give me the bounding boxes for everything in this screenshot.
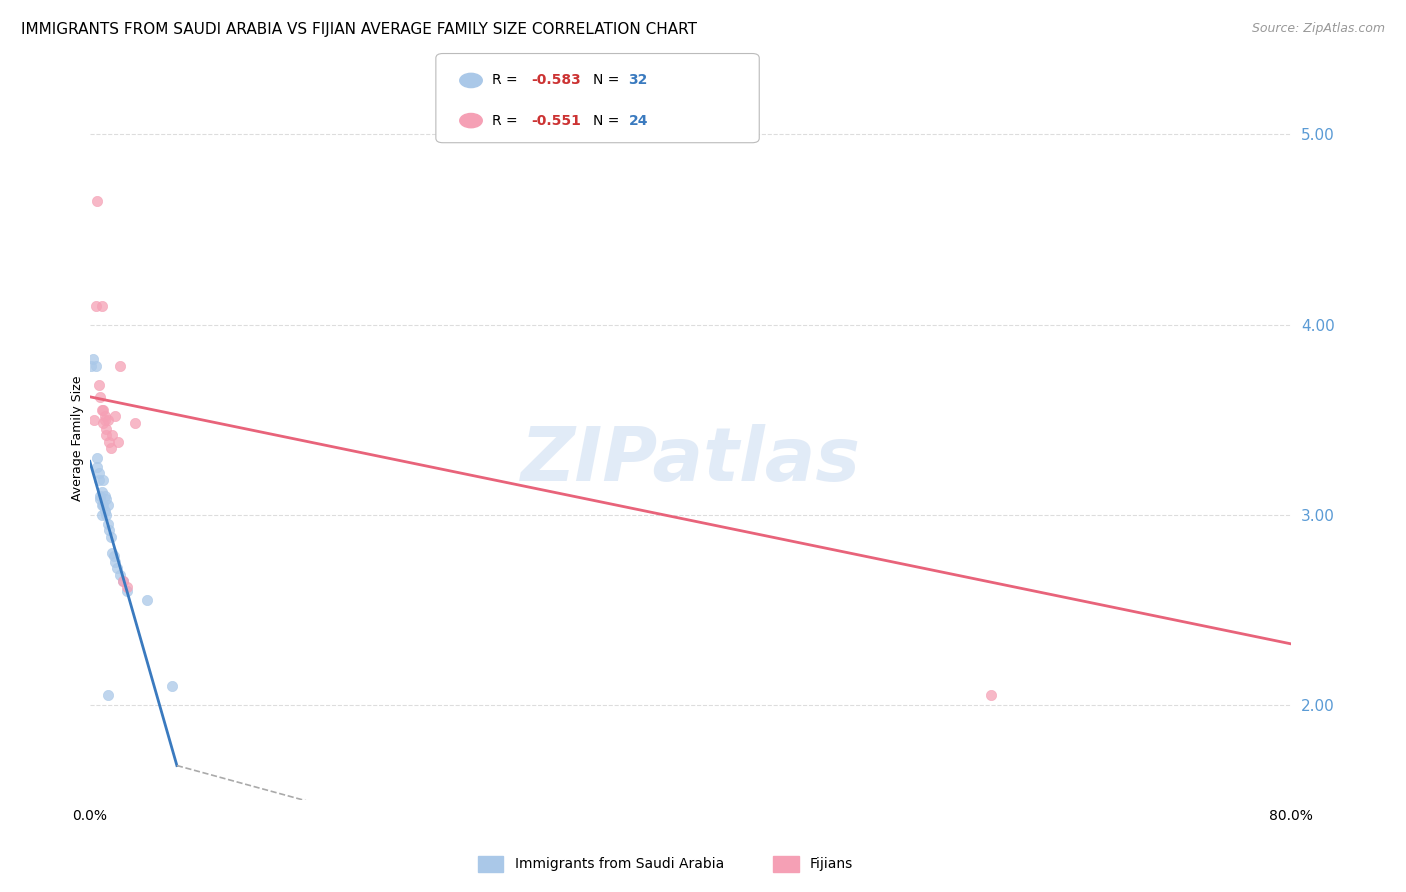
- Point: [87, 466, 110, 480]
- Point: [97, 688, 120, 702]
- Point: [117, 580, 139, 594]
- Point: [98, 523, 121, 537]
- Point: [104, 555, 127, 569]
- Point: [105, 561, 128, 575]
- Point: [94, 504, 117, 518]
- Text: Source: ZipAtlas.com: Source: ZipAtlas.com: [1251, 22, 1385, 36]
- Point: [84, 359, 107, 374]
- Point: [107, 435, 129, 450]
- Point: [84, 299, 107, 313]
- Text: N =: N =: [593, 73, 624, 87]
- Point: [90, 484, 112, 499]
- Point: [97, 412, 120, 426]
- Point: [90, 299, 112, 313]
- Point: [86, 450, 108, 465]
- Point: [104, 409, 127, 423]
- Point: [97, 517, 120, 532]
- Point: [90, 498, 112, 512]
- Point: [89, 390, 111, 404]
- Text: -0.551: -0.551: [531, 113, 581, 128]
- Point: [94, 412, 117, 426]
- Point: [108, 359, 131, 374]
- Point: [124, 417, 146, 431]
- Point: [90, 508, 112, 522]
- Point: [86, 460, 108, 475]
- Point: [90, 403, 112, 417]
- Point: [100, 531, 122, 545]
- Point: [980, 688, 1002, 702]
- Text: ZIPatlas: ZIPatlas: [520, 424, 860, 497]
- Point: [94, 489, 117, 503]
- Point: [89, 492, 111, 507]
- Point: [162, 679, 184, 693]
- Text: Fijians: Fijians: [810, 857, 853, 871]
- Point: [86, 194, 108, 208]
- Text: 32: 32: [628, 73, 648, 87]
- Point: [98, 435, 121, 450]
- Point: [97, 498, 120, 512]
- Point: [82, 351, 104, 366]
- Point: [101, 546, 124, 560]
- Point: [80, 359, 103, 374]
- Y-axis label: Average Family Size: Average Family Size: [72, 376, 84, 501]
- Point: [111, 574, 134, 589]
- Point: [91, 474, 114, 488]
- Point: [103, 549, 125, 564]
- Point: [111, 574, 134, 589]
- Point: [96, 422, 118, 436]
- Point: [87, 378, 110, 392]
- Point: [94, 409, 117, 423]
- Point: [96, 508, 118, 522]
- Point: [108, 568, 131, 582]
- Point: [83, 412, 105, 426]
- Point: [96, 492, 118, 507]
- Point: [117, 583, 139, 598]
- Point: [135, 593, 157, 607]
- Point: [96, 427, 118, 442]
- Text: N =: N =: [593, 113, 624, 128]
- Point: [101, 427, 124, 442]
- Point: [100, 441, 122, 455]
- Text: R =: R =: [492, 73, 522, 87]
- Point: [91, 498, 114, 512]
- Point: [91, 403, 114, 417]
- Text: Immigrants from Saudi Arabia: Immigrants from Saudi Arabia: [515, 857, 724, 871]
- Text: -0.583: -0.583: [531, 73, 581, 87]
- Text: 24: 24: [628, 113, 648, 128]
- Text: R =: R =: [492, 113, 522, 128]
- Point: [87, 474, 110, 488]
- Point: [91, 417, 114, 431]
- Point: [89, 489, 111, 503]
- Text: IMMIGRANTS FROM SAUDI ARABIA VS FIJIAN AVERAGE FAMILY SIZE CORRELATION CHART: IMMIGRANTS FROM SAUDI ARABIA VS FIJIAN A…: [21, 22, 697, 37]
